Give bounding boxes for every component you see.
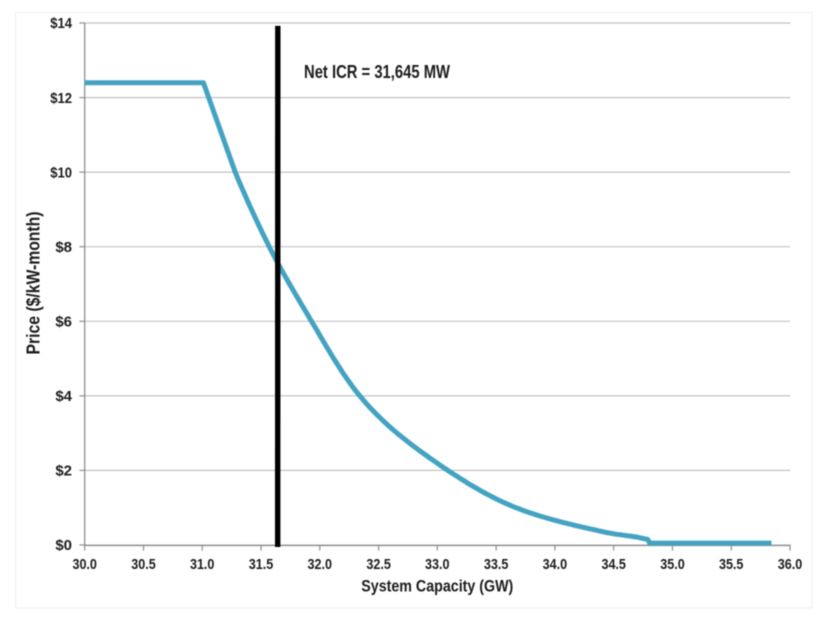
svg-text:32.0: 32.0 <box>308 556 333 573</box>
svg-text:36.0: 36.0 <box>778 556 803 573</box>
svg-text:System Capacity (GW): System Capacity (GW) <box>361 577 513 596</box>
svg-text:35.0: 35.0 <box>660 556 685 573</box>
svg-text:$4: $4 <box>55 388 72 405</box>
svg-text:30.0: 30.0 <box>72 556 97 573</box>
svg-text:$2: $2 <box>55 463 72 480</box>
svg-text:30.5: 30.5 <box>131 556 156 573</box>
svg-text:$6: $6 <box>55 314 72 331</box>
svg-text:Price ($/kW-month): Price ($/kW-month) <box>24 211 44 354</box>
svg-text:32.5: 32.5 <box>366 556 391 573</box>
svg-text:34.0: 34.0 <box>543 556 568 573</box>
svg-text:33.0: 33.0 <box>425 556 450 573</box>
svg-text:31.0: 31.0 <box>190 556 215 573</box>
svg-text:$8: $8 <box>55 239 72 256</box>
svg-text:$0: $0 <box>55 537 72 554</box>
svg-text:31.5: 31.5 <box>249 556 274 573</box>
svg-text:35.5: 35.5 <box>719 556 744 573</box>
svg-text:$12: $12 <box>50 90 72 107</box>
svg-text:$14: $14 <box>50 15 72 32</box>
svg-text:34.5: 34.5 <box>601 556 626 573</box>
svg-text:$10: $10 <box>50 164 72 181</box>
svg-text:Net ICR = 31,645 MW: Net ICR = 31,645 MW <box>304 62 450 82</box>
svg-text:33.5: 33.5 <box>484 556 509 573</box>
